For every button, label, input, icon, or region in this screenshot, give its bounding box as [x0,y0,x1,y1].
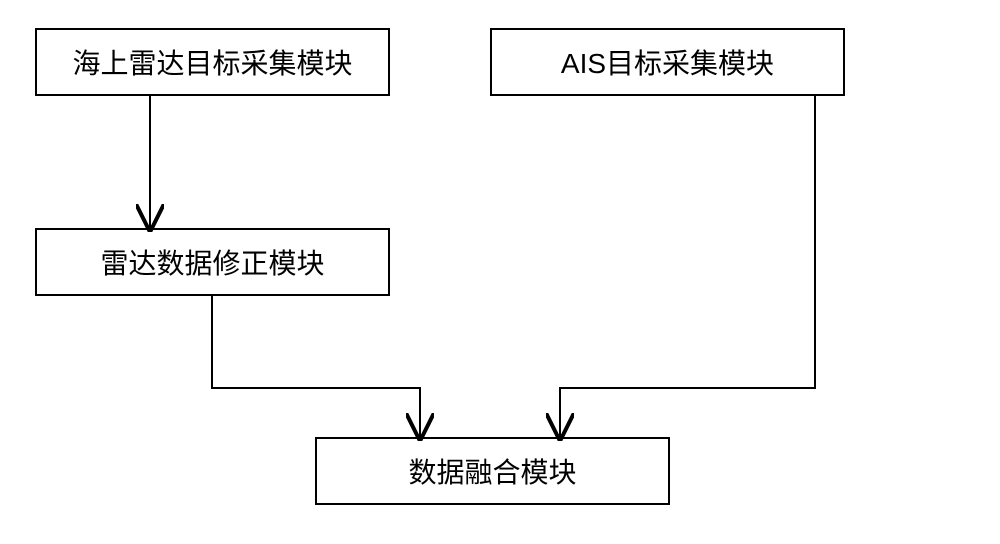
node-data-fusion: 数据融合模块 [315,437,670,505]
node-label: 雷达数据修正模块 [100,242,324,282]
node-radar-correction: 雷达数据修正模块 [35,228,390,296]
node-ais-collect: AIS目标采集模块 [490,28,845,96]
node-label: 数据融合模块 [408,451,576,491]
node-label: AIS目标采集模块 [561,42,774,82]
node-radar-collect: 海上雷达目标采集模块 [35,28,390,96]
node-label: 海上雷达目标采集模块 [72,42,352,82]
